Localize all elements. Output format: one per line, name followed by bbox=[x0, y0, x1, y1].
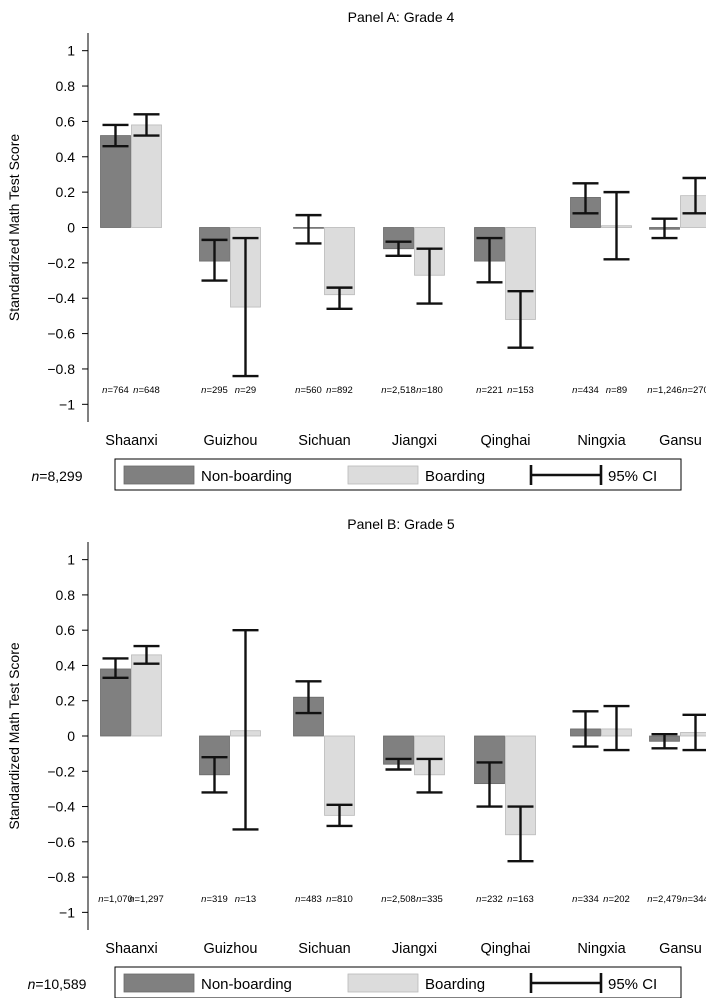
y-tick-label: 0.2 bbox=[56, 184, 76, 200]
y-tick-label: 0.8 bbox=[56, 587, 76, 603]
sample-size-label: n=334 bbox=[572, 894, 599, 905]
sample-size-label: n=13 bbox=[235, 894, 256, 905]
y-tick-label: −1 bbox=[59, 396, 75, 412]
y-tick-label: 0.6 bbox=[56, 622, 76, 638]
y-axis-label: Standardized Math Test Score bbox=[6, 134, 22, 322]
legend-label-boarding: Boarding bbox=[425, 468, 485, 485]
category-label: Guizhou bbox=[203, 433, 257, 449]
y-tick-label: −0.8 bbox=[47, 869, 75, 885]
legend-swatch-nonboarding bbox=[123, 465, 195, 485]
sample-size-label: n=1,246 bbox=[647, 385, 682, 396]
y-tick-label: 0.6 bbox=[56, 113, 76, 129]
sample-size-label: n=270 bbox=[682, 385, 706, 396]
sample-size-label: n=163 bbox=[507, 894, 534, 905]
legend: Non-boarding Boarding 95% CI bbox=[114, 458, 682, 491]
sample-size-label: n=1,297 bbox=[129, 894, 164, 905]
legend-label-nonboarding: Non-boarding bbox=[201, 468, 292, 485]
category-label: Shaanxi bbox=[105, 941, 157, 957]
sample-size-label: n=1,070 bbox=[98, 894, 133, 905]
bar-boarding bbox=[680, 732, 706, 737]
y-tick-label: 0.8 bbox=[56, 78, 76, 94]
y-tick-label: −0.6 bbox=[47, 834, 75, 850]
category-label: Qinghai bbox=[481, 941, 531, 957]
sample-size-label: n=180 bbox=[416, 385, 443, 396]
sample-size-label: n=295 bbox=[201, 385, 228, 396]
y-tick-label: 0 bbox=[67, 728, 75, 744]
sample-size-label: n=89 bbox=[606, 385, 627, 396]
category-label: Gansu bbox=[659, 941, 702, 957]
bar-nonboarding bbox=[100, 135, 131, 228]
bar-boarding bbox=[131, 654, 162, 737]
y-tick-label: 0 bbox=[67, 220, 75, 236]
sample-size-label: n=344 bbox=[682, 894, 706, 905]
bar-boarding bbox=[324, 735, 355, 816]
chart-panel-a: Panel A: Grade 4 1 0.8 0.6 0.4 0.2 0 −0.2 −0.4 −0… bbox=[6, 9, 706, 491]
bar-boarding bbox=[131, 124, 162, 228]
category-label: Ningxia bbox=[577, 941, 626, 957]
sample-size-label: n=648 bbox=[133, 385, 160, 396]
legend-swatch-boarding bbox=[347, 465, 419, 485]
sample-size-label: n=2,518 bbox=[381, 385, 416, 396]
sample-size-label: n=29 bbox=[235, 385, 256, 396]
y-tick-label: 0.4 bbox=[56, 149, 76, 165]
legend-label-nonboarding: Non-boarding bbox=[201, 976, 292, 993]
category-label: Sichuan bbox=[298, 941, 350, 957]
sample-size-label: n=2,479 bbox=[647, 894, 682, 905]
sample-size-label: n=483 bbox=[295, 894, 322, 905]
y-tick-label: 1 bbox=[67, 552, 75, 568]
sample-size-label: n=335 bbox=[416, 894, 443, 905]
panel-title: Panel A: Grade 4 bbox=[348, 9, 455, 25]
sample-size-label: n=232 bbox=[476, 894, 503, 905]
category-label: Guizhou bbox=[203, 941, 257, 957]
panel-title: Panel B: Grade 5 bbox=[347, 516, 455, 532]
y-tick-label: −0.8 bbox=[47, 361, 75, 377]
bar-nonboarding bbox=[100, 668, 131, 737]
y-tick-label: −0.2 bbox=[47, 763, 75, 779]
category-label: Jiangxi bbox=[392, 433, 437, 449]
category-label: Shaanxi bbox=[105, 433, 157, 449]
sample-size-label: n=892 bbox=[326, 385, 353, 396]
y-tick-label: −0.4 bbox=[47, 290, 75, 306]
sample-size-label: n=2,508 bbox=[381, 894, 416, 905]
y-tick-label: 1 bbox=[67, 43, 75, 59]
legend-label-boarding: Boarding bbox=[425, 976, 485, 993]
category-label: Gansu bbox=[659, 433, 702, 449]
legend-label-ci: 95% CI bbox=[608, 976, 657, 993]
sample-size-label: n=153 bbox=[507, 385, 534, 396]
category-label: Qinghai bbox=[481, 433, 531, 449]
category-label: Ningxia bbox=[577, 433, 626, 449]
chart-panel-b: Panel B: Grade 5 1 0.8 0.6 0.4 0.2 0 −0.2 −0.4 −0… bbox=[6, 516, 706, 998]
sample-size-label: n=560 bbox=[295, 385, 322, 396]
bar-boarding bbox=[324, 227, 355, 296]
sample-size-label: n=434 bbox=[572, 385, 599, 396]
category-label: Jiangxi bbox=[392, 941, 437, 957]
y-tick-label: −0.4 bbox=[47, 799, 75, 815]
y-tick-label: −0.2 bbox=[47, 255, 75, 271]
y-tick-label: 0.4 bbox=[56, 657, 76, 673]
sample-size-label: n=319 bbox=[201, 894, 228, 905]
total-sample-size: n=8,299 bbox=[31, 468, 82, 484]
sample-size-label: n=810 bbox=[326, 894, 353, 905]
legend: Non-boarding Boarding 95% CI bbox=[114, 966, 682, 998]
legend-label-ci: 95% CI bbox=[608, 468, 657, 485]
legend-swatch-nonboarding bbox=[123, 973, 195, 993]
sample-size-label: n=202 bbox=[603, 894, 630, 905]
y-axis-label: Standardized Math Test Score bbox=[6, 642, 22, 830]
category-label: Sichuan bbox=[298, 433, 350, 449]
total-sample-size: n=10,589 bbox=[28, 976, 87, 992]
y-tick-label: −1 bbox=[59, 904, 75, 920]
legend-swatch-boarding bbox=[347, 973, 419, 993]
bar-boarding bbox=[680, 195, 706, 228]
sample-size-label: n=221 bbox=[476, 385, 503, 396]
y-tick-label: −0.6 bbox=[47, 326, 75, 342]
sample-size-label: n=764 bbox=[102, 385, 129, 396]
y-tick-label: 0.2 bbox=[56, 693, 76, 709]
